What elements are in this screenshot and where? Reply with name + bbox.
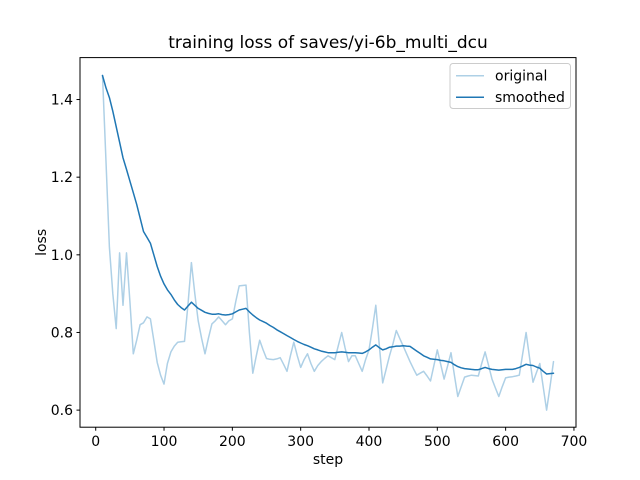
x-axis-ticks: 0 100 200 300 400 500 600 700 [91,427,587,450]
x-tick-label: 300 [287,434,314,450]
legend-label-smoothed: smoothed [495,90,565,106]
legend: original smoothed [449,63,571,109]
x-tick-label: 700 [561,434,588,450]
chart-title: training loss of saves/yi-6b_multi_dcu [168,33,488,53]
x-tick-label: 0 [91,434,100,450]
x-axis-label: step [313,452,343,468]
axes-frame [79,57,577,428]
y-tick-label: 1.4 [51,93,73,109]
y-axis-ticks: 0.6 0.8 1.0 1.2 1.4 [51,93,80,419]
y-tick-label: 1.2 [51,170,73,186]
x-tick-label: 200 [219,434,246,450]
x-tick-label: 500 [424,434,451,450]
x-tick-label: 100 [151,434,178,450]
plot-series-group [101,74,555,411]
legend-label-original: original [495,69,547,85]
y-tick-label: 1.0 [51,248,73,264]
x-tick-label: 400 [356,434,383,450]
y-tick-label: 0.8 [51,325,73,341]
y-axis-label: loss [34,229,50,256]
original-line [101,74,555,411]
y-tick-label: 0.6 [51,403,73,419]
x-tick-label: 600 [492,434,519,450]
smoothed-line [101,74,555,375]
